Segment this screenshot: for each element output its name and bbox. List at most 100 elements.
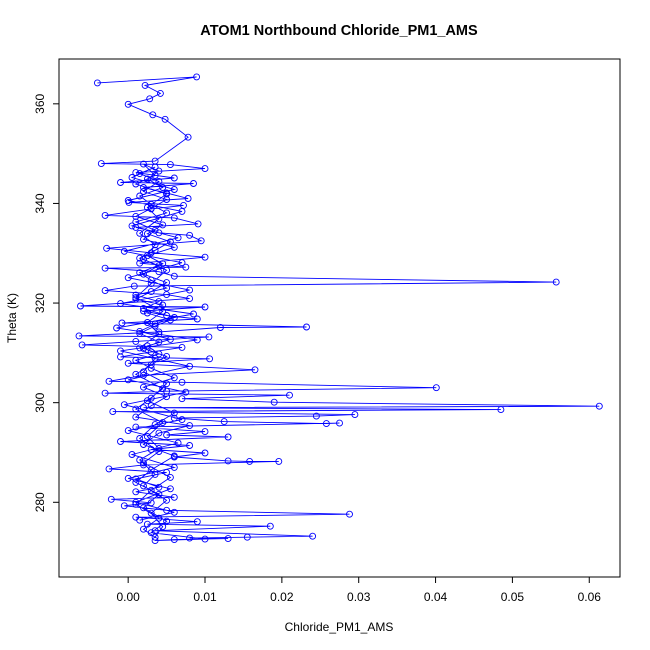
x-axis: 0.00 0.01 0.02 0.03 0.04 0.05 0.06 bbox=[116, 576, 601, 604]
data-point bbox=[147, 466, 155, 474]
data-point bbox=[101, 211, 109, 219]
data-point bbox=[155, 350, 163, 358]
data-point bbox=[246, 457, 254, 465]
data-point bbox=[220, 418, 228, 426]
data-point bbox=[118, 319, 126, 327]
data-point bbox=[140, 188, 147, 195]
data-point bbox=[312, 412, 320, 420]
data-point bbox=[155, 445, 163, 452]
data-point bbox=[146, 95, 154, 103]
data-point bbox=[170, 508, 178, 516]
x-tick-label: 0.05 bbox=[501, 590, 525, 604]
data-point bbox=[251, 366, 259, 374]
data-point bbox=[140, 305, 147, 312]
x-axis-label: Chloride_PM1_AMS bbox=[285, 620, 394, 634]
data-point bbox=[166, 161, 174, 169]
y-tick-label: 360 bbox=[33, 93, 47, 113]
data-point bbox=[163, 284, 171, 292]
data-point bbox=[595, 402, 603, 410]
data-point bbox=[136, 229, 144, 237]
data-point bbox=[117, 347, 124, 355]
data-point bbox=[159, 221, 167, 229]
data-point bbox=[159, 260, 167, 268]
data-point bbox=[147, 288, 155, 296]
data-point bbox=[136, 259, 144, 267]
data-point bbox=[163, 517, 171, 525]
data-point bbox=[166, 473, 174, 481]
x-tick-label: 0.00 bbox=[116, 590, 140, 604]
data-point bbox=[117, 300, 124, 308]
data-point bbox=[151, 527, 159, 535]
data-point bbox=[163, 380, 171, 388]
data-point bbox=[186, 295, 194, 303]
data-point bbox=[163, 496, 171, 504]
data-point bbox=[132, 413, 140, 421]
data-point bbox=[147, 446, 155, 453]
data-point bbox=[151, 537, 159, 545]
data-point bbox=[182, 263, 190, 271]
data-point bbox=[124, 100, 132, 108]
data-point bbox=[147, 486, 155, 494]
data-point bbox=[163, 196, 171, 203]
data-point bbox=[159, 419, 167, 427]
data-point bbox=[161, 115, 169, 123]
data-point bbox=[159, 184, 167, 191]
data-point bbox=[136, 327, 144, 335]
data-point bbox=[155, 328, 163, 336]
data-point bbox=[128, 222, 136, 230]
data-point bbox=[147, 348, 155, 356]
data-point bbox=[163, 431, 171, 439]
data-point bbox=[132, 295, 140, 303]
data-point bbox=[155, 490, 163, 498]
data-point bbox=[124, 274, 132, 282]
data-point bbox=[132, 478, 140, 486]
y-tick-label: 320 bbox=[33, 293, 47, 313]
x-tick-label: 0.01 bbox=[193, 590, 217, 604]
data-point bbox=[132, 500, 140, 508]
data-point bbox=[163, 506, 171, 514]
data-point bbox=[155, 298, 163, 306]
data-point bbox=[170, 493, 178, 501]
data-point bbox=[201, 428, 209, 436]
data-point bbox=[224, 457, 232, 465]
data-point bbox=[178, 416, 186, 424]
data-point bbox=[155, 330, 163, 338]
data-point bbox=[151, 241, 159, 249]
data-point bbox=[178, 395, 186, 403]
data-point bbox=[182, 388, 190, 396]
data-point bbox=[155, 448, 163, 455]
data-point bbox=[140, 371, 147, 379]
data-point bbox=[184, 133, 192, 141]
data-point bbox=[136, 192, 144, 200]
data-point bbox=[151, 163, 159, 171]
data-point bbox=[170, 409, 178, 417]
data-point bbox=[166, 335, 174, 343]
x-tick-label: 0.04 bbox=[424, 590, 448, 604]
data-point bbox=[163, 279, 171, 287]
data-point bbox=[159, 385, 167, 393]
data-point bbox=[197, 237, 205, 245]
data-point bbox=[163, 209, 171, 217]
data-point bbox=[184, 195, 192, 202]
data-point bbox=[151, 421, 159, 429]
data-point bbox=[132, 475, 140, 483]
data-point bbox=[78, 341, 86, 349]
data-point bbox=[140, 235, 147, 243]
data-point bbox=[140, 525, 147, 533]
data-point bbox=[151, 172, 159, 179]
data-point bbox=[103, 244, 111, 252]
data-point bbox=[186, 231, 194, 239]
data-point bbox=[136, 329, 144, 337]
data-point bbox=[155, 262, 163, 270]
data-point bbox=[275, 457, 283, 465]
data-point bbox=[101, 389, 109, 397]
data-point bbox=[170, 374, 178, 382]
data-point bbox=[193, 315, 201, 323]
data-point bbox=[201, 253, 209, 261]
data-point bbox=[224, 433, 232, 441]
data-point bbox=[178, 343, 186, 351]
data-point bbox=[140, 404, 147, 412]
data-point bbox=[130, 282, 138, 290]
data-point bbox=[155, 338, 163, 346]
